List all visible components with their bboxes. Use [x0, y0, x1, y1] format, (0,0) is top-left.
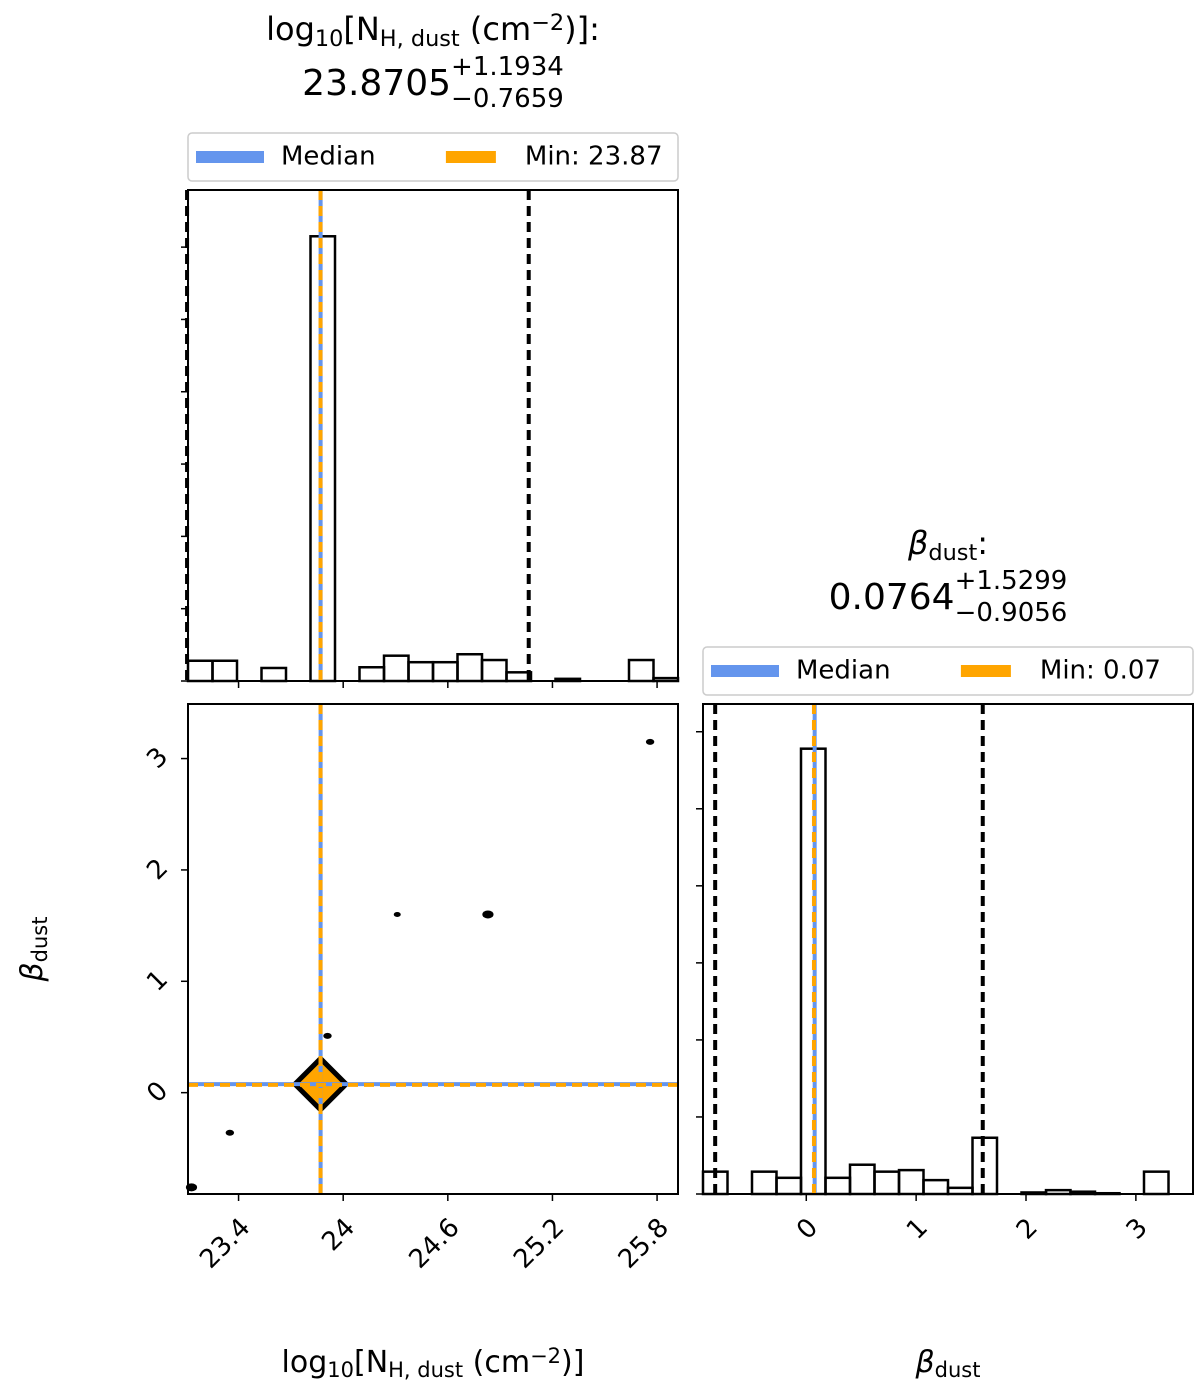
- legend-label: Min: 0.07: [1040, 656, 1161, 686]
- bar: [382, 654, 410, 683]
- frame: [187, 703, 679, 1195]
- y-tick-label: 3: [141, 742, 174, 775]
- text-part: )]: [561, 1345, 584, 1380]
- legend-box: [187, 132, 679, 182]
- text-part: −2: [530, 1344, 561, 1368]
- bar: [750, 1170, 778, 1196]
- text-part: log: [282, 1345, 328, 1380]
- contour: [393, 911, 401, 917]
- x-tick-label: 25.2: [508, 1213, 570, 1275]
- title-lower: −0.7659: [451, 84, 564, 114]
- legend-box: [702, 646, 1194, 696]
- bar: [358, 666, 386, 683]
- text-part: (cm: [463, 1345, 530, 1380]
- y-tick-label: 0: [141, 1076, 174, 1109]
- bar: [873, 1170, 901, 1196]
- x-tick-label: 24: [316, 1213, 361, 1258]
- bar: [431, 660, 459, 683]
- text-part: −2: [531, 10, 564, 36]
- text-part: β: [915, 1345, 935, 1380]
- text-part: H, dust: [388, 1358, 463, 1382]
- bar: [211, 659, 239, 683]
- x-tick-label: 2: [1011, 1213, 1044, 1246]
- x-tick-label: 0: [791, 1213, 824, 1246]
- text-part: [N: [354, 1345, 388, 1380]
- x-tick-label: 25.8: [613, 1213, 675, 1275]
- legend-label: Min: 23.87: [525, 142, 663, 172]
- x-tick-label: 24.6: [403, 1213, 465, 1275]
- bar: [260, 666, 288, 683]
- bar: [1142, 1170, 1170, 1196]
- text-part: [N: [343, 10, 379, 48]
- text-part: 10: [327, 1358, 354, 1382]
- legend-label: Median: [281, 142, 376, 172]
- contour: [323, 1032, 332, 1039]
- bar: [456, 652, 484, 683]
- title-median: 0.0764: [829, 577, 955, 618]
- bar: [407, 660, 435, 683]
- bar: [480, 658, 508, 683]
- bar: [848, 1163, 876, 1196]
- text-part: (cm: [460, 10, 531, 48]
- bar: [186, 659, 214, 683]
- title-median: 23.8705: [302, 63, 451, 104]
- text-part: β: [907, 524, 928, 562]
- frame: [702, 703, 1194, 1195]
- x-tick-label: 1: [901, 1213, 934, 1246]
- title-upper: +1.1934: [451, 52, 564, 82]
- bar: [922, 1178, 950, 1196]
- rich-text: βdust: [15, 917, 52, 983]
- bar: [897, 1168, 925, 1196]
- x-tick-label: 23.4: [194, 1213, 256, 1275]
- bar: [309, 235, 337, 683]
- text-part: 10: [315, 26, 344, 52]
- frame: [187, 189, 679, 682]
- rich-text: log10[NH, dust (cm−2)]: [282, 1344, 585, 1383]
- bar: [775, 1176, 803, 1196]
- legend-label: Median: [796, 656, 891, 686]
- rich-text: βdust:: [907, 524, 988, 566]
- text-part: :: [977, 524, 988, 562]
- contour: [645, 738, 655, 745]
- bar: [627, 658, 655, 683]
- rich-text: βdust: [915, 1345, 981, 1382]
- y-tick-label: 1: [141, 964, 174, 997]
- text-part: dust: [935, 1358, 981, 1382]
- text-part: dust: [928, 540, 977, 566]
- y-tick-label: 2: [141, 853, 174, 886]
- text-part: β: [15, 962, 50, 982]
- contour: [482, 910, 494, 919]
- text-part: H, dust: [380, 26, 460, 52]
- text-part: dust: [28, 917, 52, 963]
- text-part: log: [266, 10, 315, 48]
- bar: [824, 1176, 852, 1196]
- title-upper: +1.5299: [955, 566, 1068, 596]
- rich-text: log10[NH, dust (cm−2)]:: [266, 10, 600, 52]
- contour: [225, 1129, 235, 1136]
- title-lower: −0.9056: [955, 598, 1068, 628]
- x-tick-label: 3: [1121, 1213, 1154, 1246]
- text-part: )]:: [564, 10, 600, 48]
